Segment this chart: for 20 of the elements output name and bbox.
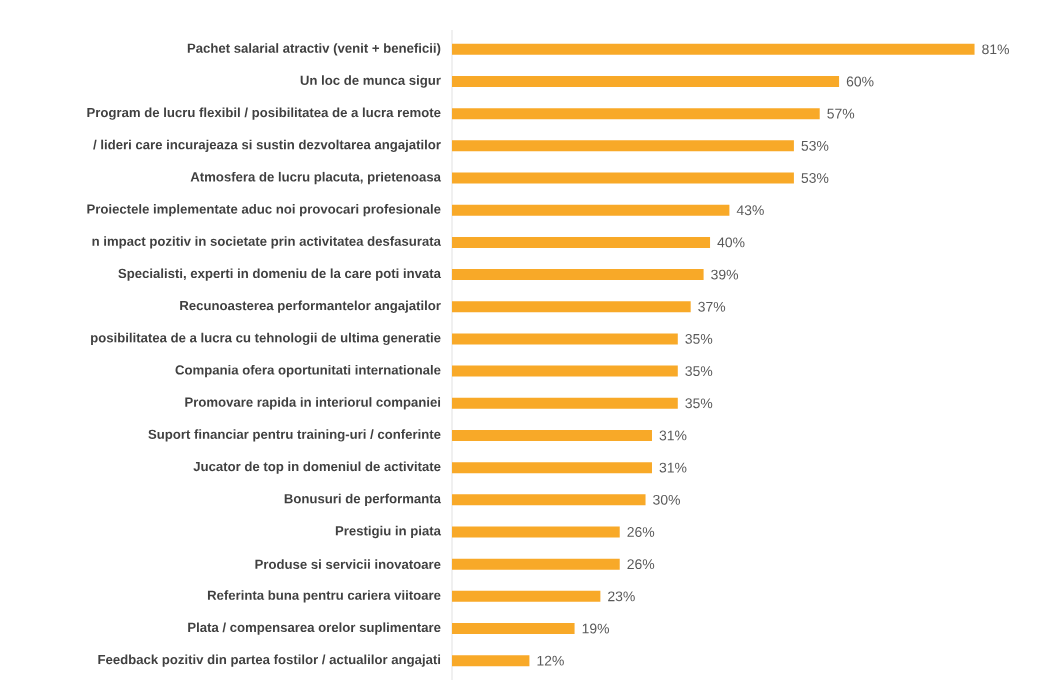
bar — [452, 140, 794, 152]
bar — [452, 623, 575, 635]
bar — [452, 397, 678, 409]
bar — [452, 333, 678, 345]
bar — [452, 590, 601, 602]
bar — [452, 204, 730, 216]
bar — [452, 172, 794, 184]
bar — [452, 462, 652, 474]
bar — [452, 365, 678, 377]
bar — [452, 75, 840, 87]
bar — [452, 429, 652, 441]
bar — [452, 43, 975, 55]
bar — [452, 108, 820, 120]
bar — [452, 301, 691, 313]
bar — [452, 494, 646, 506]
bar — [452, 655, 530, 667]
bar — [452, 526, 620, 538]
bar — [452, 236, 711, 248]
bar — [452, 558, 620, 570]
bar — [452, 269, 704, 281]
